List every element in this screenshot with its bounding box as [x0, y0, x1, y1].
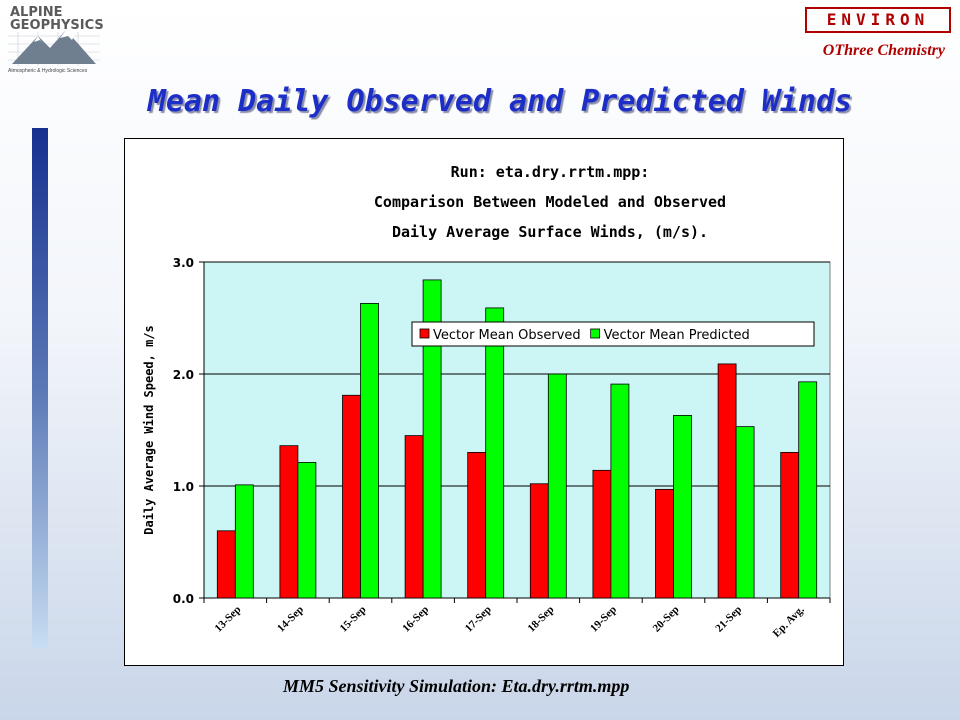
legend-swatch-predicted — [590, 328, 601, 339]
x-tick-label: Ep. Avg. — [771, 603, 807, 639]
bar-observed — [592, 469, 612, 599]
bar-predicted — [798, 381, 818, 599]
x-tick-label: 18-Sep — [525, 604, 556, 635]
bar-predicted — [673, 415, 692, 599]
y-axis-label: Daily Average Wind Speed, m/s — [142, 325, 156, 535]
bar-observed — [216, 530, 236, 599]
bar-observed — [529, 483, 549, 599]
bar-predicted — [422, 279, 442, 599]
bar-predicted — [547, 373, 567, 599]
chart-title-line: Comparison Between Modeled and Observed — [374, 193, 726, 211]
x-tick-label: 16-Sep — [400, 604, 431, 635]
bar-chart: Run: eta.dry.rrtm.mpp: Comparison Between… — [142, 163, 831, 640]
bar-observed — [467, 451, 487, 599]
alpine-geophysics-logo: ALPINE GEOPHYSICS Atmospheric & Hydrolog… — [8, 6, 104, 80]
bar-observed — [279, 445, 299, 599]
bar-observed — [404, 435, 424, 599]
y-tick-label: 1.0 — [173, 480, 194, 494]
logo-tagline: Atmospheric & Hydrologic Sciences — [8, 68, 88, 74]
logo-line1: ALPINE — [10, 5, 63, 20]
x-tick-label: 19-Sep — [588, 604, 619, 635]
mountain-logo-icon — [8, 30, 100, 66]
x-tick-label: 20-Sep — [651, 604, 682, 635]
x-tick-label: 14-Sep — [275, 604, 306, 635]
bar-predicted — [234, 484, 254, 599]
x-tick-label: 17-Sep — [463, 604, 494, 635]
decorative-side-bar — [32, 128, 48, 648]
othree-chemistry-label: OThree Chemistry — [822, 42, 945, 59]
footer-caption: MM5 Sensitivity Simulation: Eta.dry.rrtm… — [283, 676, 630, 696]
slide-title: Mean Daily Observed and Predicted Winds — [147, 84, 853, 119]
bar-predicted — [360, 303, 379, 599]
x-tick-label: 21-Sep — [713, 604, 744, 635]
legend-box — [411, 321, 815, 347]
y-tick-label: 2.0 — [173, 368, 194, 382]
chart-title-line: Run: eta.dry.rrtm.mpp: — [451, 163, 650, 181]
bar-predicted — [297, 462, 317, 599]
y-tick-label: 3.0 — [173, 256, 194, 270]
y-tick-label: 0.0 — [173, 592, 194, 606]
bar-predicted — [610, 383, 630, 599]
bar-predicted — [485, 307, 505, 599]
bar-observed — [342, 394, 361, 599]
x-tick-label: 13-Sep — [212, 604, 243, 635]
bar-observed — [655, 488, 674, 599]
legend-label-observed: Vector Mean Observed — [433, 328, 581, 343]
bar-predicted — [735, 426, 755, 599]
logo-line2: GEOPHYSICS — [10, 18, 104, 33]
legend-swatch-observed — [419, 328, 430, 339]
bar-observed — [780, 451, 800, 599]
x-tick-label: 15-Sep — [338, 604, 369, 635]
chart-frame: Run: eta.dry.rrtm.mpp: Comparison Between… — [124, 138, 844, 666]
chart-title-line: Daily Average Surface Winds, (m/s). — [392, 223, 708, 241]
legend-label-predicted: Vector Mean Predicted — [604, 328, 750, 343]
bar-observed — [717, 363, 737, 599]
environ-logo: ENVIRON — [805, 7, 951, 33]
